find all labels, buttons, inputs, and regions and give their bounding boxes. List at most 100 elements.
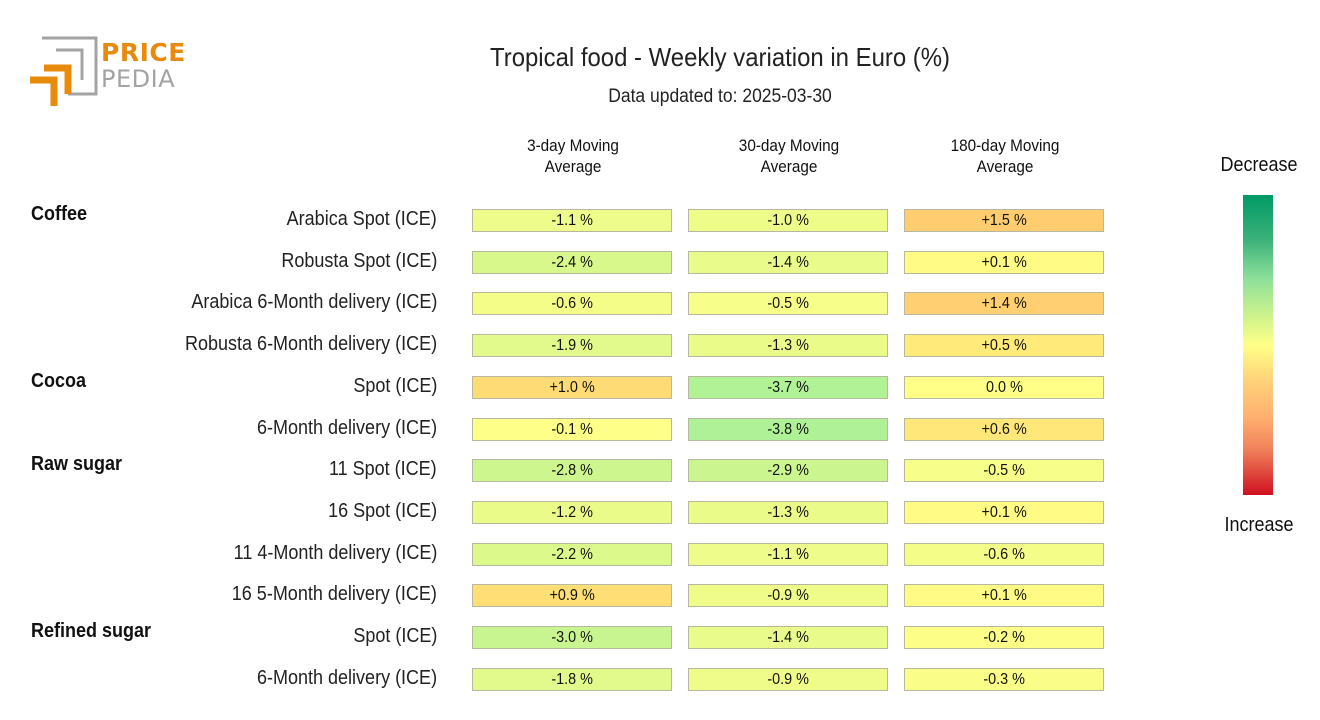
cell-value: +1.4 % <box>981 295 1027 313</box>
cell-value: -3.7 % <box>767 378 809 396</box>
heatmap-cell: -1.0 % <box>688 209 888 232</box>
cell-value: -2.9 % <box>767 462 809 480</box>
cell-value: 0.0 % <box>985 378 1023 396</box>
legend-increase-label: Increase <box>1224 514 1294 536</box>
heatmap-cell: +1.4 % <box>904 292 1104 316</box>
column-header-line: Average <box>976 157 1034 176</box>
group-label: Raw sugar <box>31 453 123 476</box>
heatmap-cell: -0.9 % <box>688 584 888 608</box>
heatmap-cell: -2.8 % <box>472 459 672 483</box>
cell-value: -3.0 % <box>551 629 593 646</box>
row-label: Arabica 6-Month delivery (ICE) <box>190 291 437 314</box>
cell-value: +0.1 % <box>981 503 1027 521</box>
cell-value: -1.0 % <box>767 212 809 229</box>
cell-value: -1.3 % <box>767 503 809 521</box>
cell-value: -0.3 % <box>983 670 1025 688</box>
column-header-line: 3-day Moving <box>527 136 619 155</box>
column-header-line: Average <box>760 157 818 176</box>
heatmap-cell: -1.2 % <box>472 500 672 524</box>
heatmap-cell: +0.1 % <box>904 500 1104 524</box>
row-label: 16 5-Month delivery (ICE) <box>231 583 437 606</box>
heatmap-cell: -0.1 % <box>472 417 672 441</box>
cell-value: +0.1 % <box>981 587 1027 605</box>
heatmap-cell: -3.8 % <box>688 417 888 441</box>
cell-value: -0.2 % <box>983 629 1025 646</box>
heatmap-cell: -2.9 % <box>688 459 888 483</box>
cell-value: -1.1 % <box>551 212 593 229</box>
column-header: 3-day Moving Average <box>482 135 664 177</box>
row-label: Robusta Spot (ICE) <box>280 249 437 272</box>
logo-mark-icon <box>30 36 98 106</box>
cell-value: -0.5 % <box>767 295 809 313</box>
logo-text-price: PRICE <box>101 38 186 67</box>
group-label: Refined sugar <box>31 620 152 642</box>
heatmap-cell: +0.5 % <box>904 334 1104 358</box>
row-label: 6-Month delivery (ICE) <box>256 416 437 439</box>
heatmap-cell: -1.3 % <box>688 334 888 358</box>
heatmap-cell: -1.4 % <box>688 626 888 649</box>
row-label: Robusta 6-Month delivery (ICE) <box>184 333 437 356</box>
cell-value: -0.6 % <box>983 545 1025 563</box>
cell-value: -3.8 % <box>767 420 809 438</box>
heatmap-cell: -2.2 % <box>472 542 672 566</box>
row-label: Spot (ICE) <box>352 374 437 397</box>
heatmap-cell: -0.2 % <box>904 626 1104 649</box>
heatmap-cell: -1.4 % <box>688 250 888 274</box>
cell-value: -0.6 % <box>551 295 593 313</box>
legend-decrease-label: Decrease <box>1220 154 1298 176</box>
cell-value: -0.5 % <box>983 462 1025 480</box>
cell-value: -1.4 % <box>767 253 809 271</box>
heatmap-cell: -3.7 % <box>688 375 888 399</box>
heatmap-cell: -3.0 % <box>472 626 672 649</box>
logo-text-pedia: PEDIA <box>101 65 176 93</box>
cell-value: -1.3 % <box>767 337 809 355</box>
pricepedia-logo: PRICE PEDIA <box>28 36 188 110</box>
row-label: Arabica Spot (ICE) <box>286 208 437 230</box>
heatmap-cell: -1.8 % <box>472 667 672 691</box>
heatmap-cell: +0.6 % <box>904 417 1104 441</box>
cell-value: -1.2 % <box>551 503 593 521</box>
column-header-line: Average <box>544 157 602 176</box>
cell-value: -0.1 % <box>551 420 593 438</box>
heatmap-cell: 0.0 % <box>904 375 1104 399</box>
row-label: Spot (ICE) <box>352 625 437 647</box>
cell-value: -2.4 % <box>551 253 593 271</box>
cell-value: -0.9 % <box>767 670 809 688</box>
cell-value: -2.2 % <box>551 545 593 563</box>
cell-value: +0.9 % <box>549 587 595 605</box>
chart-title: Tropical food - Weekly variation in Euro… <box>490 42 950 72</box>
cell-value: +0.5 % <box>981 337 1027 355</box>
heatmap-cell: -2.4 % <box>472 250 672 274</box>
heatmap-cell: +0.9 % <box>472 584 672 608</box>
heatmap-cell: -0.9 % <box>688 667 888 691</box>
heatmap-cell: -0.6 % <box>904 542 1104 566</box>
cell-value: -1.4 % <box>767 629 809 646</box>
row-label: 11 4-Month delivery (ICE) <box>233 541 437 564</box>
cell-value: +0.1 % <box>981 253 1027 271</box>
column-header-line: 180-day Moving <box>950 136 1060 155</box>
heatmap-cell: -1.3 % <box>688 500 888 524</box>
heatmap-cell: -0.3 % <box>904 667 1104 691</box>
cell-value: +0.6 % <box>981 420 1027 438</box>
heatmap-cell: +0.1 % <box>904 250 1104 274</box>
heatmap-cell: -1.1 % <box>472 209 672 232</box>
cell-value: +1.5 % <box>981 212 1027 229</box>
row-label: 16 Spot (ICE) <box>327 499 437 522</box>
group-label: Coffee <box>31 203 88 225</box>
heatmap-cell: -0.6 % <box>472 292 672 316</box>
cell-value: -2.8 % <box>551 462 593 480</box>
row-label: 11 Spot (ICE) <box>329 458 437 481</box>
cell-value: +1.0 % <box>549 378 595 396</box>
column-header: 30-day Moving Average <box>698 135 880 177</box>
heatmap-cell: +0.1 % <box>904 584 1104 608</box>
chart-subtitle: Data updated to: 2025-03-30 <box>608 86 832 107</box>
heatmap-cell: -1.9 % <box>472 334 672 358</box>
heatmap-cell: +1.5 % <box>904 209 1104 232</box>
group-label: Cocoa <box>31 369 87 392</box>
cell-value: -1.8 % <box>551 670 593 688</box>
heatmap-cell: -0.5 % <box>904 459 1104 483</box>
heatmap-cell: -1.1 % <box>688 542 888 566</box>
heatmap-cell: +1.0 % <box>472 375 672 399</box>
cell-value: -1.9 % <box>551 337 593 355</box>
cell-value: -1.1 % <box>767 545 809 563</box>
